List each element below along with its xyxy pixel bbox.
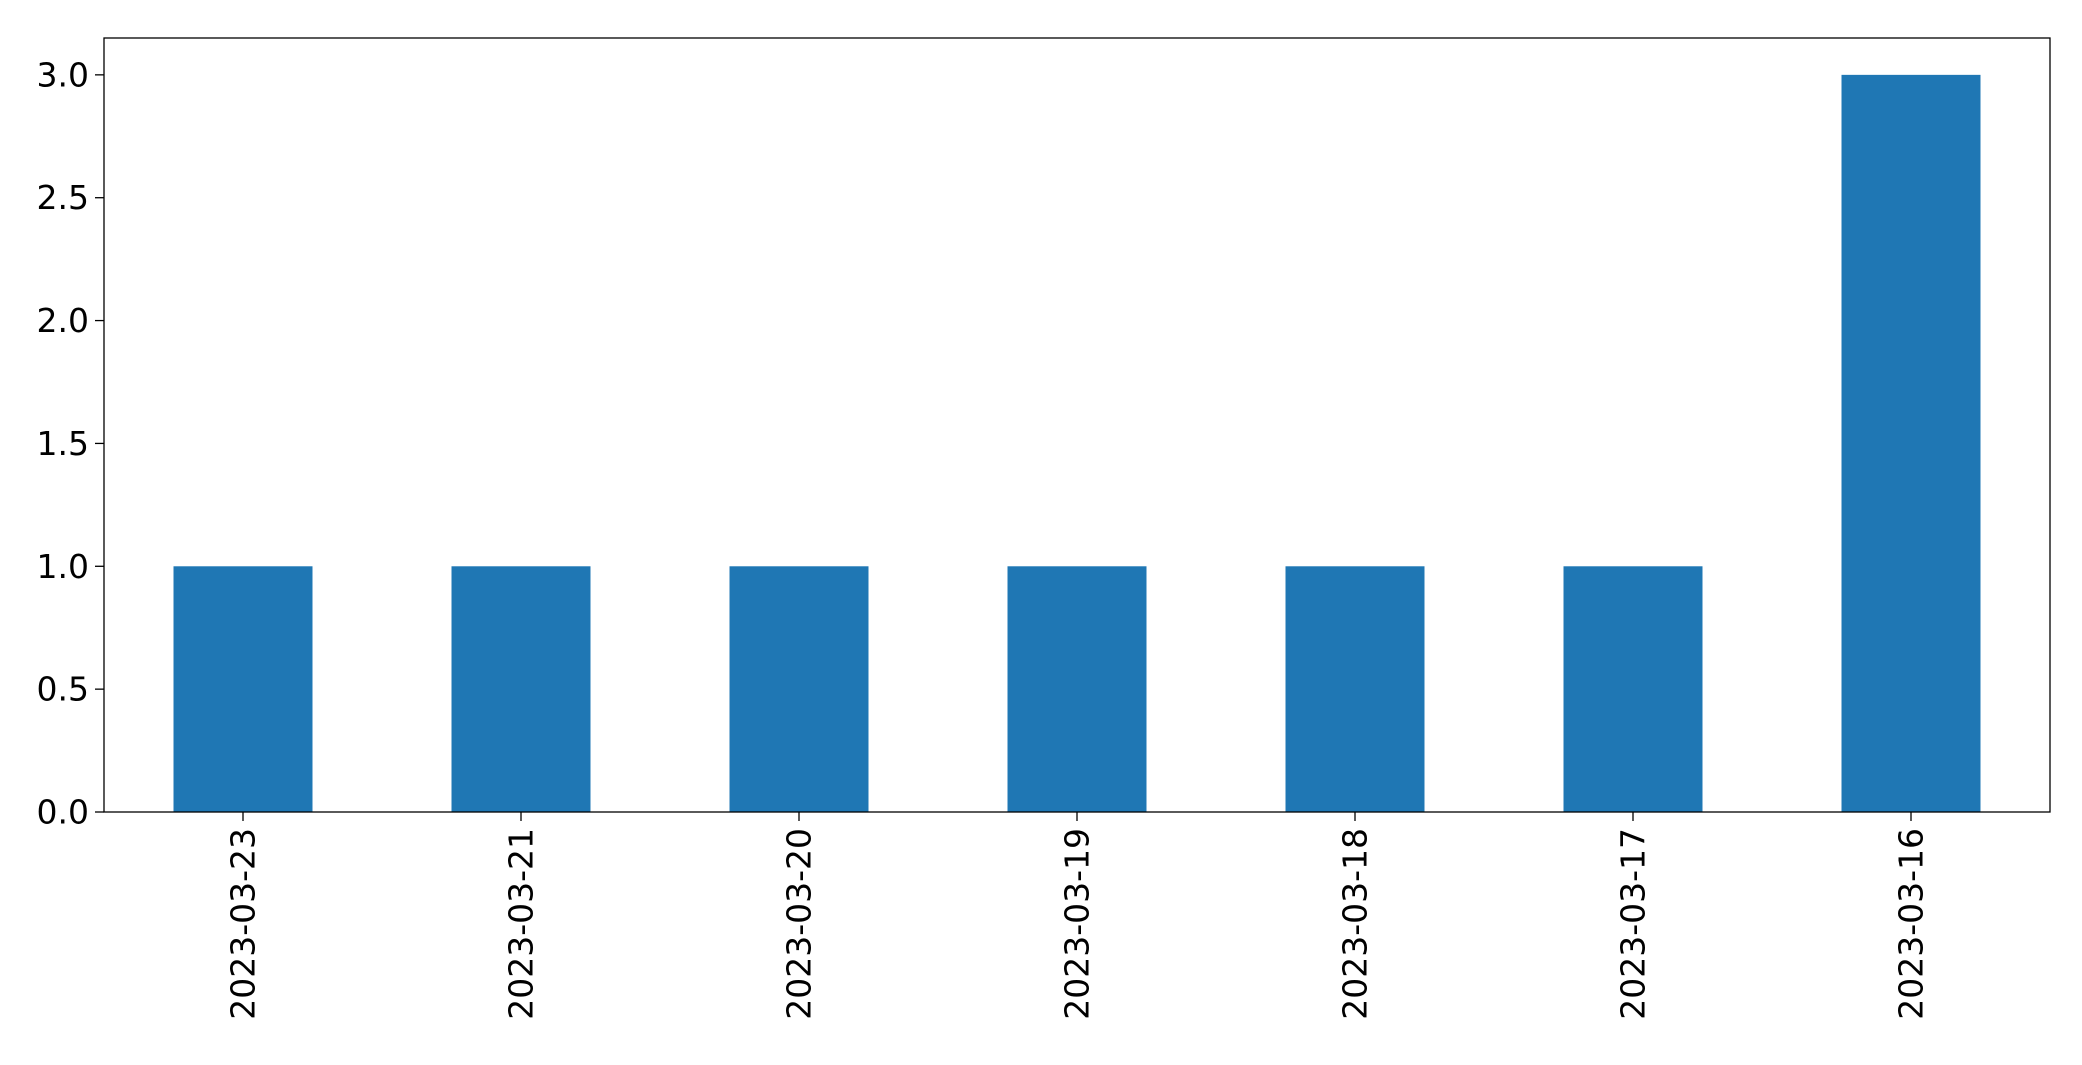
y-tick-label: 2.0 — [37, 301, 89, 340]
x-tick-label: 2023-03-23 — [224, 828, 263, 1020]
x-axis: 2023-03-23 2023-03-21 2023-03-20 2023-03-19… — [224, 812, 1931, 1020]
y-axis: 0.0 0.5 1.0 1.5 2.0 2.5 3.0 — [37, 55, 104, 832]
y-tick-label: 1.0 — [37, 547, 89, 586]
x-tick-label: 2023-03-20 — [780, 828, 819, 1020]
y-tick-label: 1.5 — [37, 424, 89, 463]
x-tick-label: 2023-03-17 — [1614, 828, 1653, 1020]
bar-2023-03-16 — [1841, 74, 1981, 813]
y-tick-label: 0.0 — [37, 793, 89, 832]
bar-2023-03-21 — [451, 566, 591, 812]
y-tick-label: 3.0 — [37, 55, 89, 94]
bar-2023-03-18 — [1285, 566, 1425, 812]
y-tick-label: 0.5 — [37, 670, 89, 709]
bar-2023-03-23 — [173, 566, 313, 812]
bar-2023-03-20 — [729, 566, 869, 812]
bar-2023-03-19 — [1007, 566, 1147, 812]
x-tick-label: 2023-03-19 — [1058, 828, 1097, 1020]
x-tick-label: 2023-03-21 — [502, 828, 541, 1020]
y-tick-label: 2.5 — [37, 178, 89, 217]
x-tick-label: 2023-03-18 — [1336, 828, 1375, 1020]
x-tick-label: 2023-03-16 — [1892, 828, 1931, 1020]
bars-layer — [173, 74, 1981, 813]
bar-2023-03-17 — [1563, 566, 1703, 812]
